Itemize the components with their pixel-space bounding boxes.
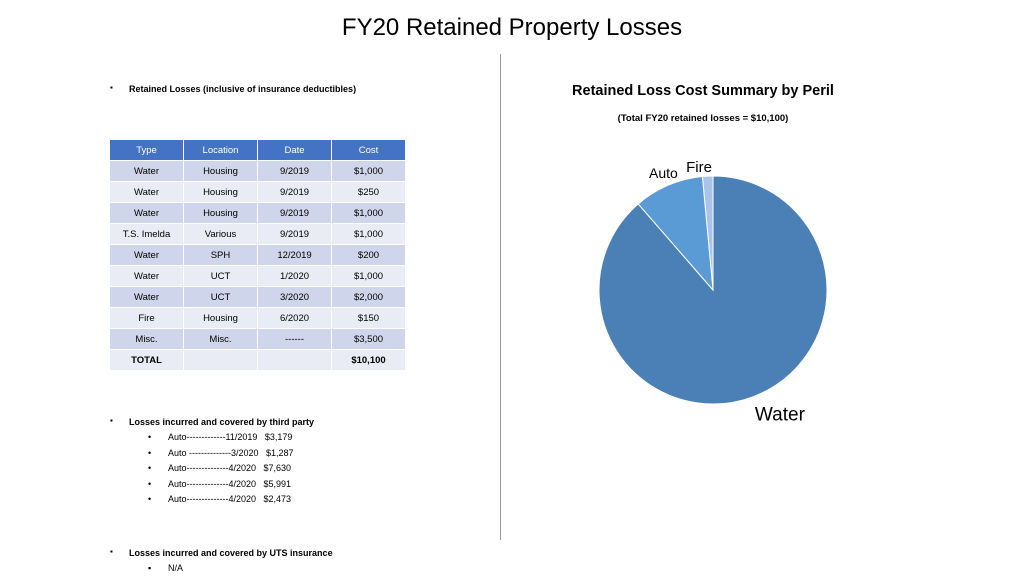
cell-type: Water: [109, 181, 184, 203]
bullet-dot-icon: •: [148, 432, 152, 442]
cell-date: 9/2019: [257, 202, 332, 224]
cell-location: Housing: [183, 181, 258, 203]
retained-losses-label: Retained Losses (inclusive of insurance …: [129, 84, 357, 94]
cell-type: Water: [109, 265, 184, 287]
cell-empty: [257, 349, 332, 371]
list-item-text: Auto--------------4/2020 $7,630: [168, 463, 292, 474]
table-row: T.S. Imelda Various 9/2019 $1,000: [109, 223, 406, 245]
table-row: Water Housing 9/2019 $1,000: [109, 202, 406, 224]
square-bullet-icon: ▪: [110, 547, 113, 556]
pie-label-fire: Fire: [686, 159, 712, 176]
list-item-text: Auto --------------3/2020 $1,287: [168, 447, 294, 458]
list-item: • Auto--------------4/2020 $2,473: [148, 492, 294, 508]
table-row: Fire Housing 6/2020 $150: [109, 307, 406, 329]
cell-cost: $1,000: [331, 202, 406, 224]
cell-date: 6/2020: [257, 307, 332, 329]
bullet-dot-icon: •: [148, 494, 152, 505]
third-party-list: • Auto-------------11/2019 $3,179 • Auto -…: [148, 430, 294, 508]
cell-type: Water: [109, 244, 184, 266]
cell-type: Water: [109, 202, 184, 224]
square-bullet-icon: ▪: [110, 416, 113, 425]
list-item-text: N/A: [168, 563, 184, 573]
cell-type: Fire: [109, 307, 184, 329]
retained-losses-table: Type Location Date Cost Water Housing 9/…: [109, 139, 406, 371]
cell-cost: $1,000: [331, 265, 406, 287]
column-header-date: Date: [257, 139, 332, 161]
table-row: Water Housing 9/2019 $250: [109, 181, 406, 203]
list-item: • Auto --------------3/2020 $1,287: [148, 446, 294, 462]
page-title: FY20 Retained Property Losses: [341, 14, 683, 41]
cell-total-cost: $10,100: [331, 349, 406, 371]
pie-label-auto: Auto: [649, 165, 678, 181]
list-item-text: Auto--------------4/2020 $5,991: [168, 478, 292, 489]
cell-total-label: TOTAL: [109, 349, 184, 371]
table-row: Water UCT 1/2020 $1,000: [109, 265, 406, 287]
list-item-text: Auto--------------4/2020 $2,473: [168, 494, 292, 505]
pie-slice-water: [598, 175, 828, 405]
cell-location: UCT: [183, 265, 258, 287]
cell-location: Housing: [183, 202, 258, 224]
cell-cost: $1,000: [331, 223, 406, 245]
list-item: • Auto--------------4/2020 $5,991: [148, 477, 294, 493]
uts-insurance-label: Losses incurred and covered by UTS insur…: [129, 548, 333, 558]
cell-cost: $150: [331, 307, 406, 329]
list-item: • Auto-------------11/2019 $3,179: [148, 430, 294, 446]
list-item: • Auto--------------4/2020 $7,630: [148, 461, 294, 477]
cell-cost: $2,000: [331, 286, 406, 308]
table-total-row: TOTAL $10,100: [109, 349, 406, 371]
cell-cost: $3,500: [331, 328, 406, 350]
table-row: Water SPH 12/2019 $200: [109, 244, 406, 266]
cell-cost: $1,000: [331, 160, 406, 182]
bullet-dot-icon: •: [148, 447, 152, 458]
list-item: ▪ N/A: [148, 561, 184, 577]
cell-date: 1/2020: [257, 265, 332, 287]
cell-location: UCT: [183, 286, 258, 308]
cell-date: 3/2020: [257, 286, 332, 308]
square-bullet-icon: ▪: [148, 563, 152, 573]
vertical-divider: [500, 54, 501, 540]
table-row: Water UCT 3/2020 $2,000: [109, 286, 406, 308]
chart-title: Retained Loss Cost Summary by Peril: [572, 83, 834, 99]
table-row: Misc. Misc. ------ $3,500: [109, 328, 406, 350]
cell-empty: [183, 349, 258, 371]
list-item-text: Auto-------------11/2019 $3,179: [168, 432, 293, 442]
square-bullet-icon: ▪: [110, 83, 113, 92]
uts-insurance-heading: ▪ Losses incurred and covered by UTS ins…: [110, 547, 333, 558]
cell-date: 9/2019: [257, 160, 332, 182]
retained-losses-heading: ▪ Retained Losses (inclusive of insuranc…: [110, 83, 357, 94]
third-party-label: Losses incurred and covered by third par…: [129, 417, 315, 427]
pie-label-water: Water: [755, 405, 806, 426]
bullet-dot-icon: •: [148, 463, 152, 474]
cell-location: Housing: [183, 160, 258, 182]
cell-cost: $200: [331, 244, 406, 266]
column-header-type: Type: [109, 139, 184, 161]
chart-subtitle: (Total FY20 retained losses = $10,100): [617, 113, 789, 124]
cell-location: Various: [183, 223, 258, 245]
third-party-heading: ▪ Losses incurred and covered by third p…: [110, 416, 315, 427]
pie-slice-auto: [637, 175, 714, 292]
cell-location: SPH: [183, 244, 258, 266]
cell-date: 12/2019: [257, 244, 332, 266]
cell-type: T.S. Imelda: [109, 223, 184, 245]
table-row: Water Housing 9/2019 $1,000: [109, 160, 406, 182]
uts-insurance-list: ▪ N/A: [148, 561, 184, 577]
cell-date: 9/2019: [257, 223, 332, 245]
bullet-dot-icon: •: [148, 478, 152, 489]
